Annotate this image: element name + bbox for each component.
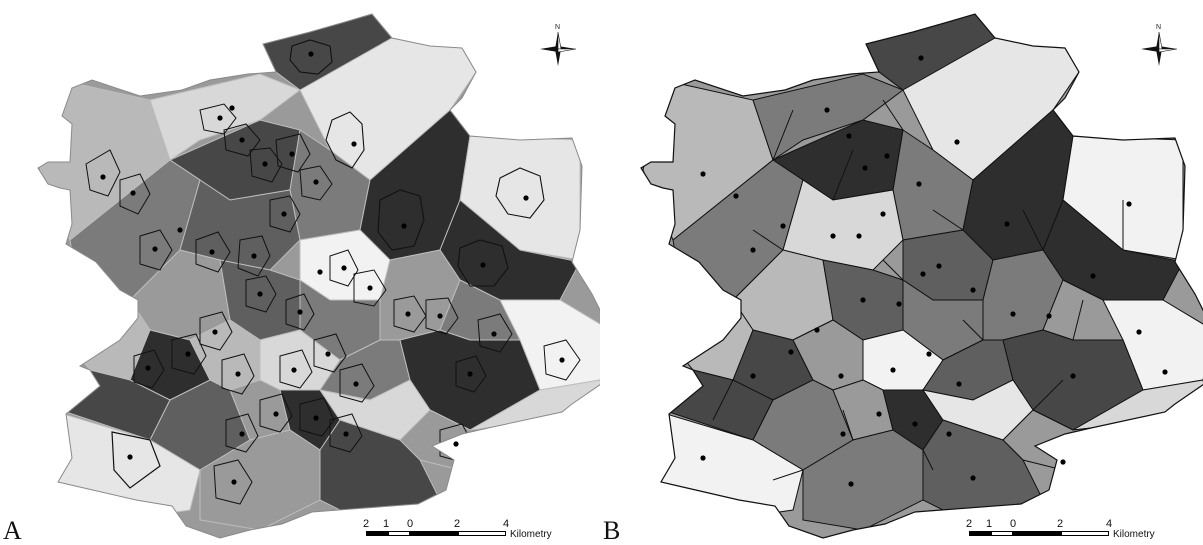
scale-tick-label: 4	[503, 518, 510, 530]
scale-tick-label: 4	[1106, 518, 1113, 530]
map-a	[37, 13, 600, 539]
scale-tick-label: 1	[383, 518, 390, 530]
scale-tick-label: 2	[1057, 518, 1064, 530]
north-arrow-icon: N	[536, 24, 580, 74]
north-label: N	[1156, 24, 1162, 31]
scale-tick-label: 0	[407, 518, 414, 530]
scale-unit-label: Kilometry	[1113, 529, 1155, 540]
scale-tick-label: 2	[454, 518, 461, 530]
scale-track	[969, 531, 1109, 536]
scale-tick-label: 1	[986, 518, 993, 530]
north-arrow-icon: N	[1137, 24, 1181, 74]
scale-unit-label: Kilometry	[510, 529, 552, 540]
scale-track	[366, 531, 506, 536]
north-label: N	[555, 24, 561, 31]
map-panel-b: N B 2 1 0 2 4 Kilometry	[603, 0, 1203, 544]
panel-letter: B	[603, 516, 621, 545]
map-b	[640, 13, 1203, 539]
scale-tick-label: 2	[966, 518, 973, 530]
scale-tick-label: 0	[1010, 518, 1017, 530]
map-panel-a: N A 2 1 0 2 4 Kilometry	[0, 0, 600, 544]
scale-bar: 2 1 0 2 4 Kilometry	[360, 519, 590, 543]
scale-bar: 2 1 0 2 4 Kilometry	[963, 519, 1193, 543]
scale-tick-label: 2	[363, 518, 370, 530]
panel-letter: A	[3, 516, 22, 545]
